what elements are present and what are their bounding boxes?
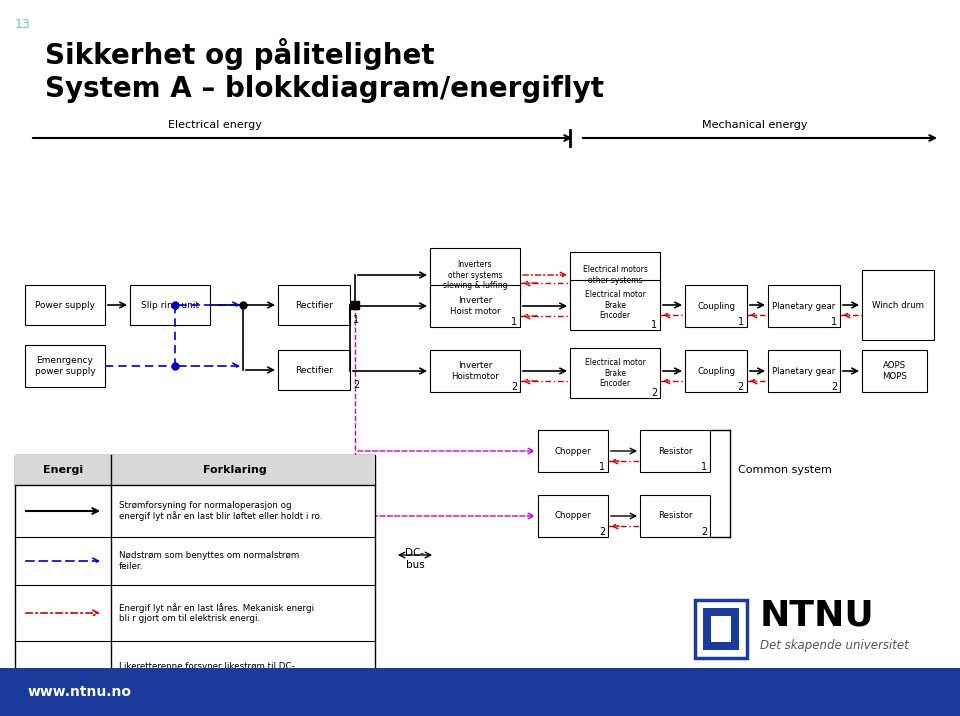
Bar <box>640 430 710 472</box>
Bar <box>695 600 747 658</box>
Bar <box>685 285 747 327</box>
Text: 1: 1 <box>511 317 517 327</box>
Text: Inverter
Hoistmotor: Inverter Hoistmotor <box>451 362 499 381</box>
Text: Coupling: Coupling <box>697 367 735 375</box>
Bar <box>768 350 840 392</box>
Text: 1: 1 <box>353 315 359 325</box>
Text: 1: 1 <box>738 317 744 327</box>
Text: Planetary gear: Planetary gear <box>773 301 835 311</box>
Bar <box>430 285 520 327</box>
Bar <box>430 248 520 302</box>
Bar <box>430 350 520 392</box>
Text: 2: 2 <box>701 527 707 537</box>
Bar <box>685 350 747 392</box>
Text: Electrical motor
Brake
Encoder: Electrical motor Brake Encoder <box>585 290 645 320</box>
Text: Rectifier: Rectifier <box>295 365 333 374</box>
Text: DC-
bus: DC- bus <box>405 548 424 570</box>
Bar <box>278 350 350 390</box>
Text: NTNU: NTNU <box>760 599 875 633</box>
Bar <box>25 285 105 325</box>
Text: 2: 2 <box>599 527 605 537</box>
Text: Power supply: Power supply <box>35 301 95 309</box>
Text: Inverter
Hoist motor: Inverter Hoist motor <box>449 296 500 316</box>
Text: Chopper: Chopper <box>555 511 591 521</box>
Text: Likeretterenne forsyner likestrøm til DC-
busen, som er felles for alle kranens
: Likeretterenne forsyner likestrøm til DC… <box>119 662 295 692</box>
Bar <box>130 285 210 325</box>
Bar <box>15 455 375 703</box>
Bar <box>862 270 934 340</box>
Text: Electrical energy: Electrical energy <box>168 120 262 130</box>
Text: Nødstrøm som benyttes om normalstrøm
feiler.: Nødstrøm som benyttes om normalstrøm fei… <box>119 551 300 571</box>
Bar <box>278 285 350 325</box>
Bar <box>711 616 731 642</box>
Text: 2: 2 <box>353 380 359 390</box>
Text: Strømforsyning for normaloperasjon og
energif lyt når en last blir løftet eller : Strømforsyning for normaloperasjon og en… <box>119 500 323 521</box>
Text: Mechanical energy: Mechanical energy <box>703 120 807 130</box>
Text: 1: 1 <box>830 317 837 327</box>
Text: Inverters
other systems
slewing & luffing: Inverters other systems slewing & luffin… <box>443 260 507 290</box>
Text: Det skapende universitet: Det skapende universitet <box>760 639 909 652</box>
Bar <box>570 252 660 298</box>
Bar <box>703 608 739 650</box>
Text: 1: 1 <box>651 320 657 330</box>
Text: Electrical motors
other systems: Electrical motors other systems <box>583 266 647 285</box>
Text: 1: 1 <box>701 462 707 472</box>
Text: Resistor: Resistor <box>658 511 692 521</box>
Text: 2: 2 <box>651 388 657 398</box>
Text: 2: 2 <box>737 382 744 392</box>
Text: Energi: Energi <box>43 465 84 475</box>
Text: AOPS
MOPS: AOPS MOPS <box>882 362 907 381</box>
Bar <box>25 345 105 387</box>
Text: Chopper: Chopper <box>555 447 591 455</box>
Text: Planetary gear: Planetary gear <box>773 367 835 375</box>
Bar <box>570 280 660 330</box>
Text: Forklaring: Forklaring <box>204 465 267 475</box>
Text: Rectifier: Rectifier <box>295 301 333 309</box>
Text: 13: 13 <box>15 18 31 31</box>
Bar <box>640 495 710 537</box>
Text: 1: 1 <box>599 462 605 472</box>
Bar <box>768 285 840 327</box>
Text: 2: 2 <box>511 382 517 392</box>
Bar <box>15 455 375 485</box>
Text: Energif lyt når en last låres. Mekanisk energi
bli r gjort om til elektrisk ener: Energif lyt når en last låres. Mekanisk … <box>119 603 314 623</box>
Text: Winch drum: Winch drum <box>872 301 924 309</box>
Text: 2: 2 <box>830 382 837 392</box>
Text: System A – blokkdiagram/energiflyt: System A – blokkdiagram/energiflyt <box>45 75 604 103</box>
Text: Resistor: Resistor <box>658 447 692 455</box>
Text: Sikkerhet og pålitelighet: Sikkerhet og pålitelighet <box>45 38 435 70</box>
Text: www.ntnu.no: www.ntnu.no <box>28 685 132 699</box>
Text: Coupling: Coupling <box>697 301 735 311</box>
Bar <box>570 348 660 398</box>
Bar <box>538 495 608 537</box>
Bar <box>862 350 927 392</box>
Bar <box>0 668 960 716</box>
Text: Emenrgency
power supply: Emenrgency power supply <box>35 357 95 376</box>
Text: Electrical motor
Brake
Encoder: Electrical motor Brake Encoder <box>585 358 645 388</box>
Text: Slip ring unit: Slip ring unit <box>141 301 199 309</box>
Text: Common system: Common system <box>738 465 832 475</box>
Bar <box>538 430 608 472</box>
